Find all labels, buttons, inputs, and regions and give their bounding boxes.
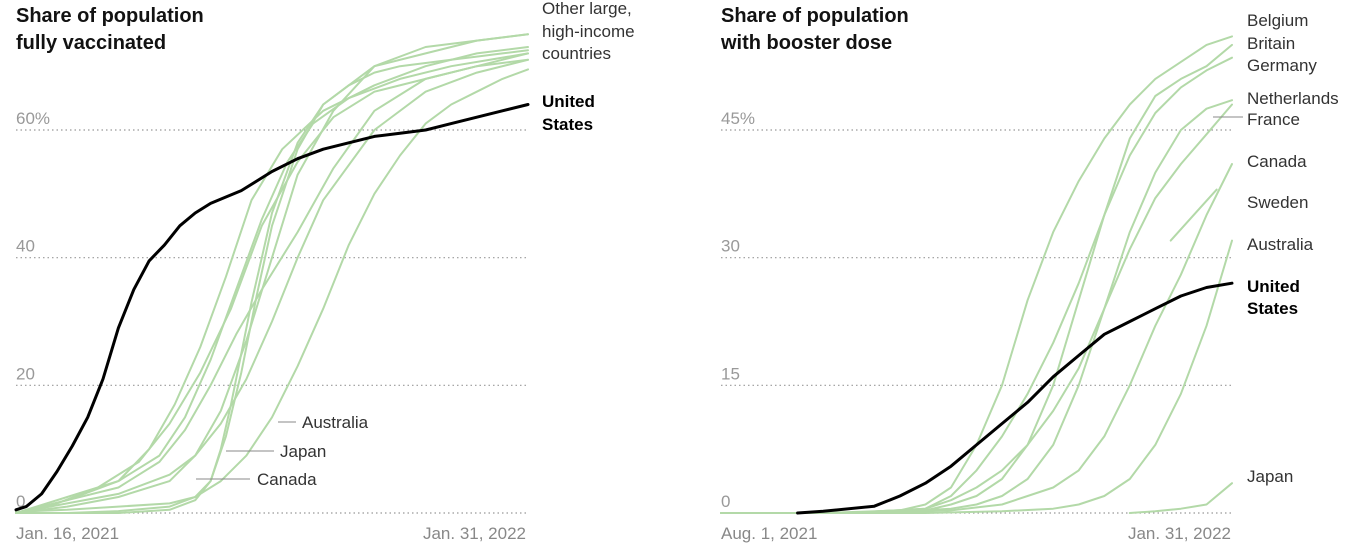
x-tick-end: Jan. 31, 2022 bbox=[1128, 524, 1231, 543]
series-line-peer bbox=[15, 46, 529, 514]
series-line-britain bbox=[720, 43, 1233, 514]
series-line-japan bbox=[1128, 482, 1233, 514]
chart-title-line-2: fully vaccinated bbox=[16, 32, 166, 54]
grid-lines bbox=[721, 129, 1232, 514]
x-tick-end: Jan. 31, 2022 bbox=[423, 524, 526, 543]
label-australia: Australia bbox=[302, 413, 369, 432]
us-series bbox=[796, 281, 1234, 515]
series-line-france bbox=[720, 103, 1233, 514]
series-line-peer bbox=[15, 58, 529, 514]
y-tick-label: 30 bbox=[721, 237, 740, 256]
label-canada: Canada bbox=[1247, 152, 1307, 171]
y-tick-label: 0 bbox=[721, 492, 730, 511]
label-germany: Germany bbox=[1247, 56, 1317, 75]
chart-title-line-1: Share of population bbox=[16, 5, 204, 27]
series-line-belgium bbox=[720, 35, 1233, 514]
series-line-australia bbox=[15, 68, 529, 514]
y-tick-label: 0 bbox=[16, 492, 25, 511]
series-line-canada bbox=[720, 163, 1233, 514]
us-label-line-2: States bbox=[1247, 299, 1298, 318]
peer-series bbox=[15, 33, 529, 514]
chart-title-line-1: Share of population bbox=[721, 5, 909, 27]
y-tick-labels: 0 15 30 45% bbox=[721, 109, 755, 511]
us-label-line-1: United bbox=[1247, 277, 1300, 296]
series-line-japan bbox=[15, 49, 529, 514]
label-belgium: Belgium bbox=[1247, 11, 1308, 30]
label-sweden: Sweden bbox=[1247, 193, 1308, 212]
series-line-united-states bbox=[796, 281, 1234, 515]
label-britain: Britain bbox=[1247, 34, 1295, 53]
label-japan: Japan bbox=[1247, 467, 1293, 486]
series-line-netherlands bbox=[720, 99, 1233, 514]
series-line-peer bbox=[15, 52, 529, 514]
series-line-peer bbox=[15, 58, 529, 514]
label-netherlands: Netherlands bbox=[1247, 89, 1339, 108]
y-tick-label: 45% bbox=[721, 109, 755, 128]
label-canada: Canada bbox=[257, 470, 317, 489]
y-tick-label: 20 bbox=[16, 364, 35, 383]
label-japan: Japan bbox=[280, 442, 326, 461]
series-line-peer bbox=[15, 52, 529, 514]
chart-title-line-2: with booster dose bbox=[720, 32, 892, 54]
us-label-line-2: States bbox=[542, 115, 593, 134]
y-tick-label: 60% bbox=[16, 109, 50, 128]
series-line-united-states bbox=[14, 103, 530, 512]
peer-label-line-2: high-income bbox=[542, 22, 635, 41]
series-line-sweden bbox=[1169, 188, 1218, 242]
series-line-germany bbox=[720, 56, 1233, 514]
x-tick-start: Aug. 1, 2021 bbox=[721, 524, 817, 543]
us-series bbox=[14, 103, 530, 512]
chart-vaccinated: Share of population fully vaccinated 0 20… bbox=[14, 0, 635, 543]
label-australia: Australia bbox=[1247, 235, 1314, 254]
x-tick-start: Jan. 16, 2021 bbox=[16, 524, 119, 543]
series-line-australia bbox=[720, 239, 1233, 514]
chart-booster: Share of population with booster dose 0 1… bbox=[720, 5, 1339, 543]
y-tick-labels: 0 20 40 60% bbox=[16, 109, 50, 511]
us-label-line-1: United bbox=[542, 92, 595, 111]
y-tick-label: 40 bbox=[16, 237, 35, 256]
y-tick-label: 15 bbox=[721, 364, 740, 383]
peer-label-line-1: Other large, bbox=[542, 0, 632, 18]
peer-label-line-3: countries bbox=[542, 44, 611, 63]
series-line-peer bbox=[15, 33, 529, 514]
label-france: France bbox=[1247, 110, 1300, 129]
peer-series bbox=[720, 35, 1233, 514]
